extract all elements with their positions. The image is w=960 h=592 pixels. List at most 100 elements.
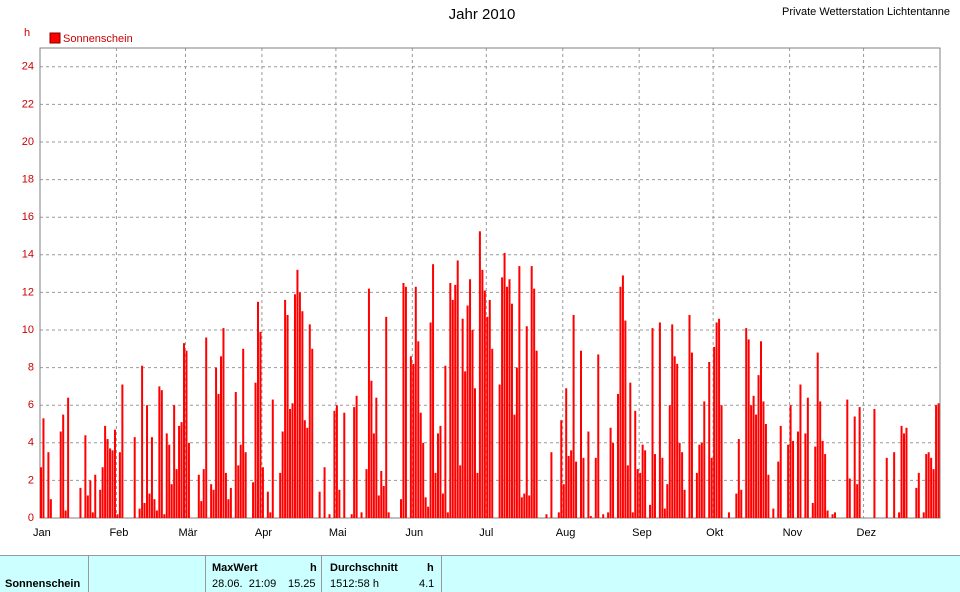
- bar: [690, 352, 693, 518]
- bar: [631, 512, 634, 518]
- bar: [767, 474, 770, 518]
- bar: [501, 277, 504, 518]
- bar: [513, 414, 516, 518]
- bar: [533, 288, 536, 518]
- bar: [651, 328, 654, 518]
- bar: [301, 311, 304, 518]
- bar: [417, 341, 420, 518]
- bar: [935, 405, 938, 518]
- bar: [779, 425, 782, 518]
- bar: [535, 350, 538, 518]
- bar: [821, 440, 824, 518]
- bar: [587, 431, 590, 518]
- bar: [271, 399, 274, 518]
- bar: [47, 452, 50, 518]
- bar: [930, 457, 933, 518]
- x-tick-label: Apr: [255, 527, 272, 539]
- bar: [234, 392, 237, 518]
- x-tick-label: Mär: [178, 527, 197, 539]
- bar: [777, 461, 780, 518]
- bar: [676, 363, 679, 518]
- max-unit: h: [310, 562, 317, 574]
- bar: [224, 472, 227, 518]
- bar: [594, 457, 597, 518]
- bar: [772, 508, 775, 518]
- bar: [429, 322, 432, 518]
- y-axis-label: h: [24, 27, 30, 39]
- bar: [621, 275, 624, 518]
- bar: [446, 512, 449, 518]
- bar: [641, 444, 644, 518]
- bar: [239, 444, 242, 518]
- bar: [806, 397, 809, 518]
- bar: [146, 405, 149, 518]
- bar: [905, 427, 908, 518]
- x-tick-label: Feb: [109, 527, 128, 539]
- bar: [212, 489, 215, 518]
- bar: [153, 499, 156, 518]
- bar: [202, 469, 205, 518]
- bar: [846, 399, 849, 518]
- bar: [602, 514, 605, 518]
- bar: [567, 455, 570, 518]
- bar: [804, 433, 807, 518]
- bar: [432, 264, 435, 518]
- bar: [695, 472, 698, 518]
- bar: [215, 367, 218, 518]
- bar: [915, 487, 918, 518]
- bar: [523, 493, 526, 518]
- bar: [400, 499, 402, 518]
- bar: [422, 442, 425, 518]
- summary-table: Sonnenschein MaxWert h 28.06. 21:09 15.2…: [0, 555, 960, 592]
- bar: [639, 472, 642, 518]
- bar: [900, 425, 903, 518]
- bar: [530, 266, 533, 518]
- bar: [607, 512, 610, 518]
- legend-swatch: [49, 32, 61, 44]
- bar: [412, 363, 415, 518]
- bar: [824, 454, 827, 518]
- bar: [67, 397, 70, 518]
- bar: [323, 467, 326, 518]
- bar: [42, 418, 45, 518]
- bar: [757, 375, 760, 518]
- bar: [160, 390, 163, 518]
- bar: [449, 283, 452, 518]
- row-label: Sonnenschein: [5, 578, 81, 590]
- bar: [338, 489, 341, 518]
- bar: [688, 314, 691, 518]
- bar: [178, 425, 181, 518]
- bar: [597, 354, 600, 518]
- bar: [170, 484, 173, 518]
- bar: [683, 489, 686, 518]
- bar: [811, 502, 814, 518]
- bar: [289, 408, 292, 518]
- bar: [653, 454, 656, 518]
- bar: [380, 471, 383, 518]
- bar: [718, 318, 721, 518]
- bar: [826, 510, 829, 518]
- bar: [121, 384, 124, 518]
- bar: [237, 465, 240, 518]
- bar: [279, 472, 282, 518]
- bar: [205, 337, 208, 518]
- bar: [365, 469, 368, 518]
- bar: [434, 472, 437, 518]
- bar: [168, 444, 171, 518]
- bar: [163, 514, 166, 518]
- bar: [747, 339, 750, 518]
- bar: [254, 382, 257, 518]
- bar: [498, 384, 501, 518]
- x-tick-label: Nov: [783, 527, 803, 539]
- bar: [220, 356, 222, 518]
- bar: [353, 407, 356, 518]
- bar: [634, 410, 637, 518]
- bar: [518, 266, 521, 518]
- bar: [678, 442, 681, 518]
- bar: [296, 269, 299, 518]
- bar: [64, 510, 67, 518]
- bar: [148, 493, 151, 518]
- bar: [681, 452, 684, 518]
- bar: [658, 322, 661, 518]
